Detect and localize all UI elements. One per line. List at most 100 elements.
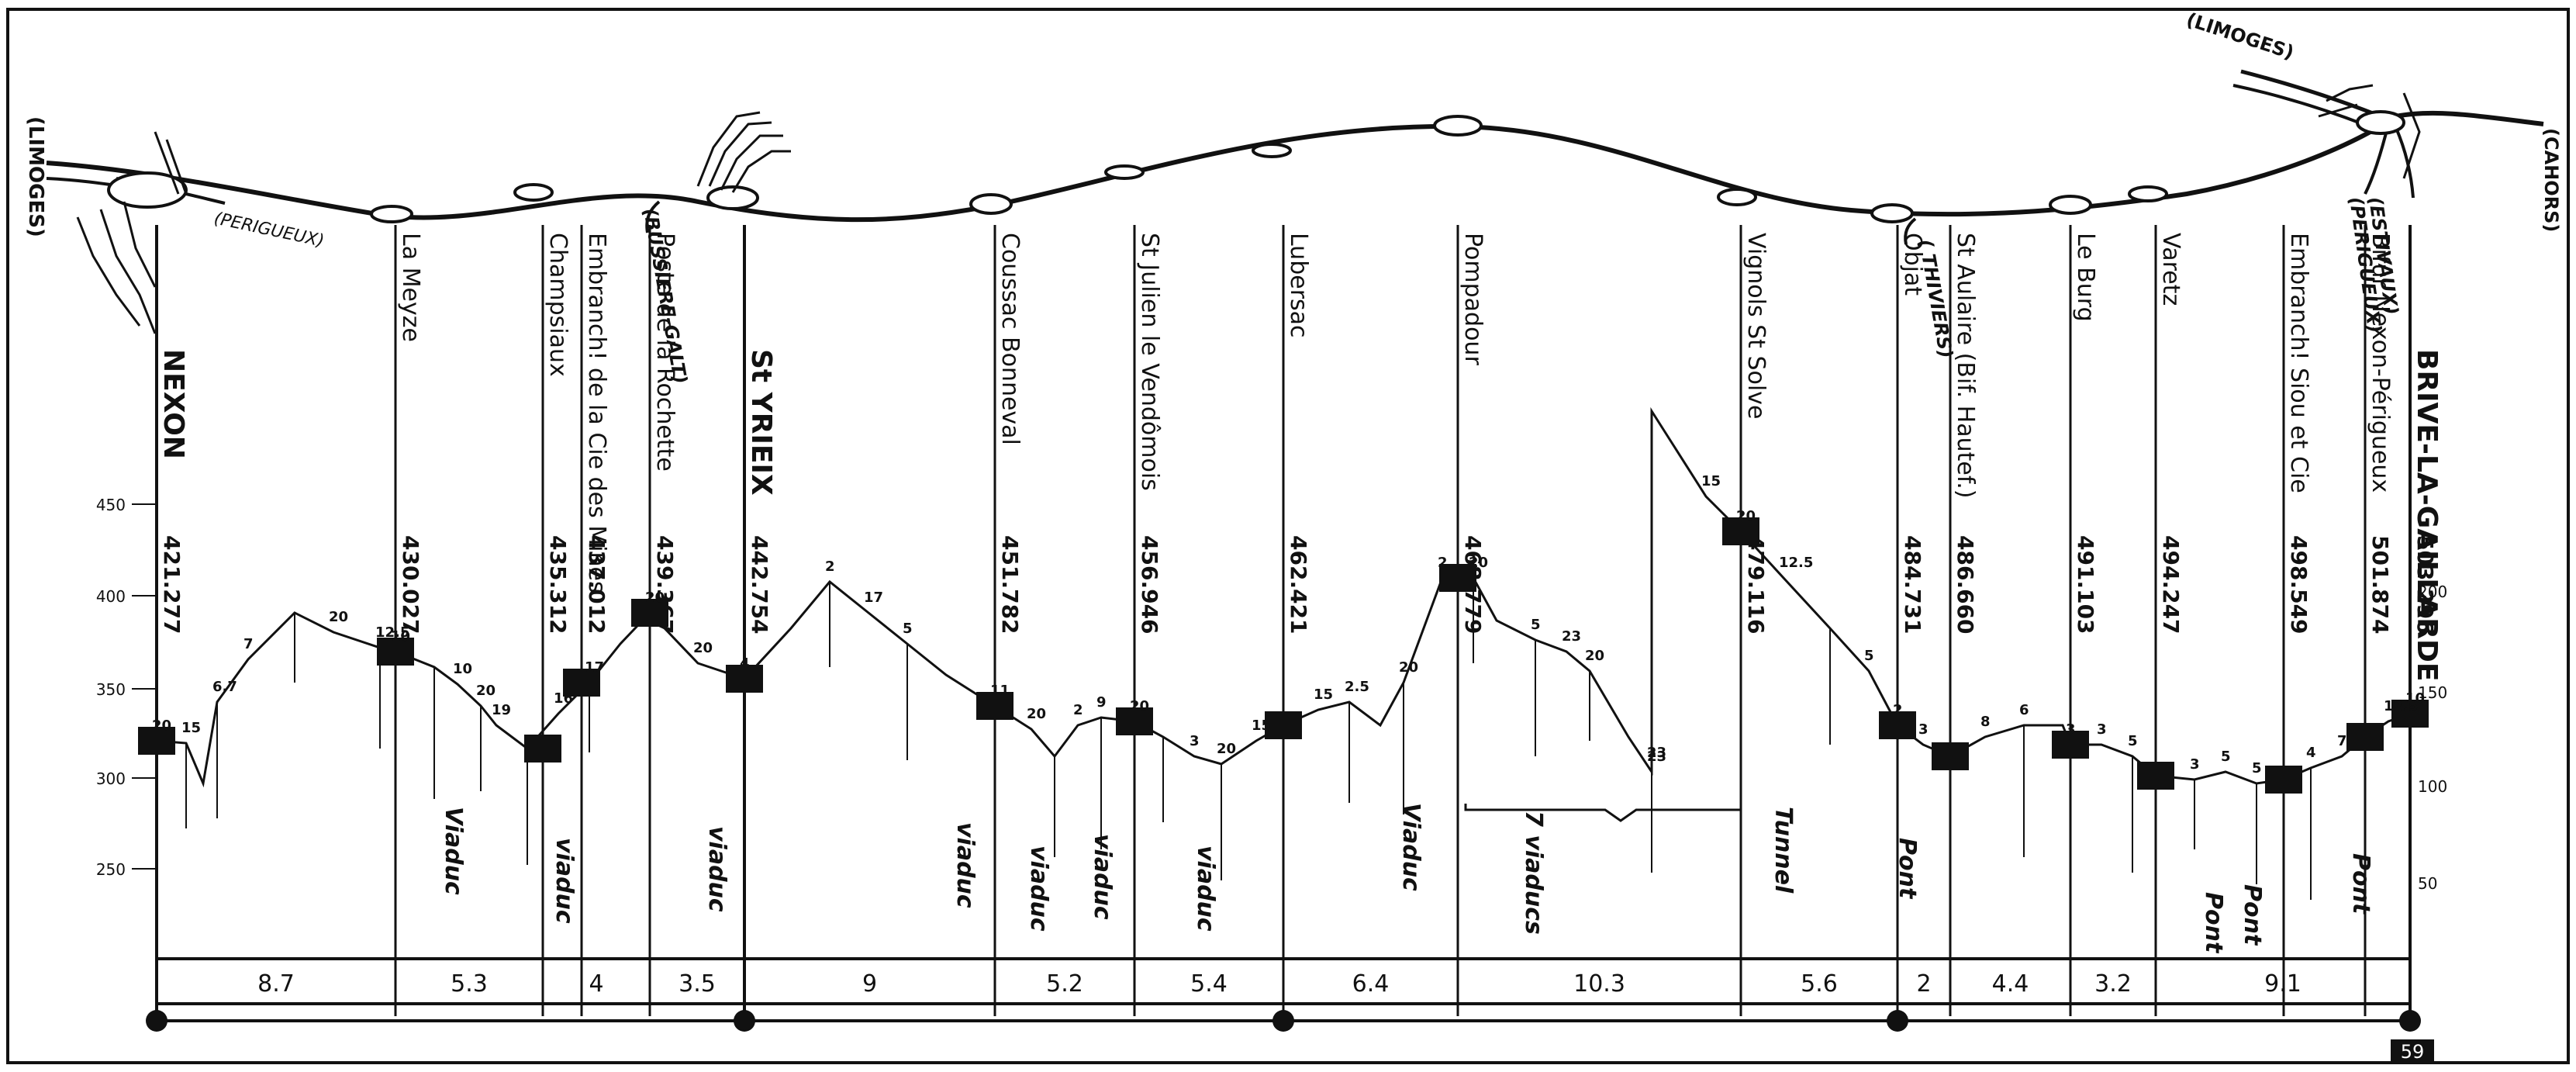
gradient-label-1: 15	[181, 720, 201, 736]
gradient-label-39: 5	[1864, 648, 1874, 664]
station-block-coussac	[976, 692, 1013, 720]
gradient-label-10: 16	[554, 690, 573, 707]
gradient-label-22: 20	[1130, 698, 1149, 714]
distance-9: 5.6	[1801, 970, 1838, 998]
gradient-label-29: 2	[1438, 555, 1448, 571]
station-name-poste-rochette: Poste de la Rochette	[651, 233, 679, 472]
gradient-label-18: 11	[990, 683, 1010, 699]
cahors-label: (CAHORS)	[2540, 128, 2562, 232]
distance-5: 5.2	[1046, 970, 1083, 998]
station-alt-st-aulaire: 486.660	[1953, 535, 1978, 635]
distance-11: 4.4	[1992, 970, 2029, 998]
left-scale-450: 450	[96, 496, 126, 514]
station-name-la-meyze: La Meyze	[397, 233, 424, 342]
station-block-nexon	[138, 727, 175, 755]
bottom-node-0	[146, 1010, 167, 1032]
left-scale-300: 300	[96, 769, 126, 788]
station-block-champsiaux	[524, 735, 561, 763]
left-scale-400: 400	[96, 587, 126, 606]
right-scale-50: 50	[2418, 874, 2437, 893]
station-block-brive	[2391, 700, 2429, 728]
gradient-label-49: 5	[2252, 760, 2262, 776]
right-scale-150: 150	[2418, 683, 2447, 702]
station-alt-st-yrieix: 442.754	[747, 535, 772, 635]
work-viaduc-1: Viaduc	[440, 807, 467, 895]
station-alt-nexon: 421.277	[159, 535, 185, 635]
gradient-label-36: 15	[1701, 473, 1721, 489]
station-alt-st-julien: 456.946	[1137, 535, 1162, 635]
gradient-label-26: 15	[1314, 686, 1333, 703]
work-viaduc-4: viaduc	[951, 822, 979, 908]
station-alt-embranch-siou: 498.549	[2286, 535, 2312, 635]
station-alt-bifur: 501.874	[2367, 535, 2393, 635]
gradient-label-11: 17	[585, 659, 604, 676]
station-block-vignols	[1722, 517, 1759, 545]
station-name-embranch-siou: Embranch! Siou et Cie	[2285, 233, 2312, 493]
station-name-champsiaux: Champsiaux	[544, 233, 571, 377]
station-block-embranch-siou	[2265, 766, 2302, 794]
gradient-label-35: 23	[1647, 745, 1666, 761]
station-name-coussac: Coussac Bonneval	[996, 233, 1024, 445]
bussiere-branch	[645, 200, 661, 233]
station-alt-varetz: 494.247	[2158, 535, 2184, 635]
gradient-label-32: 23	[1562, 628, 1581, 645]
gradient-label-17: 5	[903, 621, 913, 637]
right-scale-100: 100	[2418, 777, 2447, 796]
gradient-label-13: 20	[693, 640, 713, 656]
gradient-label-4: 20	[329, 609, 348, 625]
gradient-label-47: 3	[2190, 756, 2200, 773]
station-block-lubersac	[1265, 711, 1302, 739]
station-alt-coussac: 451.782	[997, 535, 1023, 635]
station-alt-objat: 484.731	[1900, 535, 1925, 635]
gradient-label-50: 4	[2306, 745, 2316, 761]
distance-8: 10.3	[1573, 970, 1625, 998]
gradient-label-44: 3	[2066, 721, 2076, 738]
gradient-label-34: 23	[1647, 749, 1666, 765]
gradient-label-37: 20	[1736, 508, 1756, 524]
station-block-st-aulaire	[1932, 742, 1969, 770]
station-name-objat: Objat	[1899, 233, 1926, 296]
distance-1: 5.3	[451, 970, 488, 998]
station-name-st-aulaire: St Aulaire (Bif. Hautef.)	[1952, 233, 1979, 498]
station-block-poste-rochette	[631, 599, 668, 627]
station-glyphs	[107, 110, 2405, 223]
distance-3: 3.5	[679, 970, 716, 998]
station-alt-le-burg: 491.103	[2073, 535, 2098, 635]
station-name-brive: BRIVE-LA-GAILLARDE	[2411, 349, 2443, 681]
gradient-label-12: 20	[645, 590, 665, 606]
gradient-label-21: 9	[1096, 694, 1107, 711]
work-tunnel: Tunnel	[1770, 807, 1797, 894]
station-alt-champsiaux: 435.312	[545, 535, 571, 635]
station-name-bifur: Bifur Nexon-Périgueux	[2367, 233, 2394, 493]
thiviers-branch	[1904, 217, 1917, 245]
gradient-label-42: 8	[1980, 714, 1991, 730]
page-number-box	[2391, 1039, 2434, 1063]
brive-yard-sketch	[2318, 84, 2421, 179]
viaducs-brace	[1464, 804, 1742, 822]
main-line	[46, 110, 2544, 223]
distance-10: 2	[1916, 970, 1931, 998]
work-pont-2: Pont	[2200, 892, 2227, 954]
work-viaduc-8: Viaduc	[1397, 803, 1424, 891]
gradient-label-5: 12.5	[375, 624, 409, 641]
gradient-label-30: 20	[1469, 555, 1488, 571]
station-alt-lubersac: 462.421	[1286, 535, 1311, 635]
gradient-label-9: 19	[492, 702, 511, 718]
distance-12: 3.2	[2094, 970, 2132, 998]
left-scale-250: 250	[96, 860, 126, 879]
work-pont-3: Pont	[2239, 884, 2266, 946]
gradient-label-33: 20	[1585, 648, 1604, 664]
station-name-pompadour: Pompadour	[1459, 233, 1487, 365]
work-viaduc-2: viaduc	[551, 838, 578, 924]
station-block-st-yrieix	[726, 665, 763, 693]
perigueux-left-label: (PERIGUEUX)	[212, 209, 326, 251]
frame	[6, 8, 2570, 1064]
gradient-label-51: 7	[2337, 733, 2347, 749]
distance-4: 9	[862, 970, 877, 998]
work-viaduc-6: viaduc	[1089, 834, 1116, 920]
work-viaducs-7: 7 viaducs	[1520, 811, 1547, 935]
station-name-le-burg: Le Burg	[2072, 233, 2099, 322]
perigueux-branch-right	[2395, 127, 2415, 199]
gradient-label-27: 2.5	[1345, 679, 1369, 695]
